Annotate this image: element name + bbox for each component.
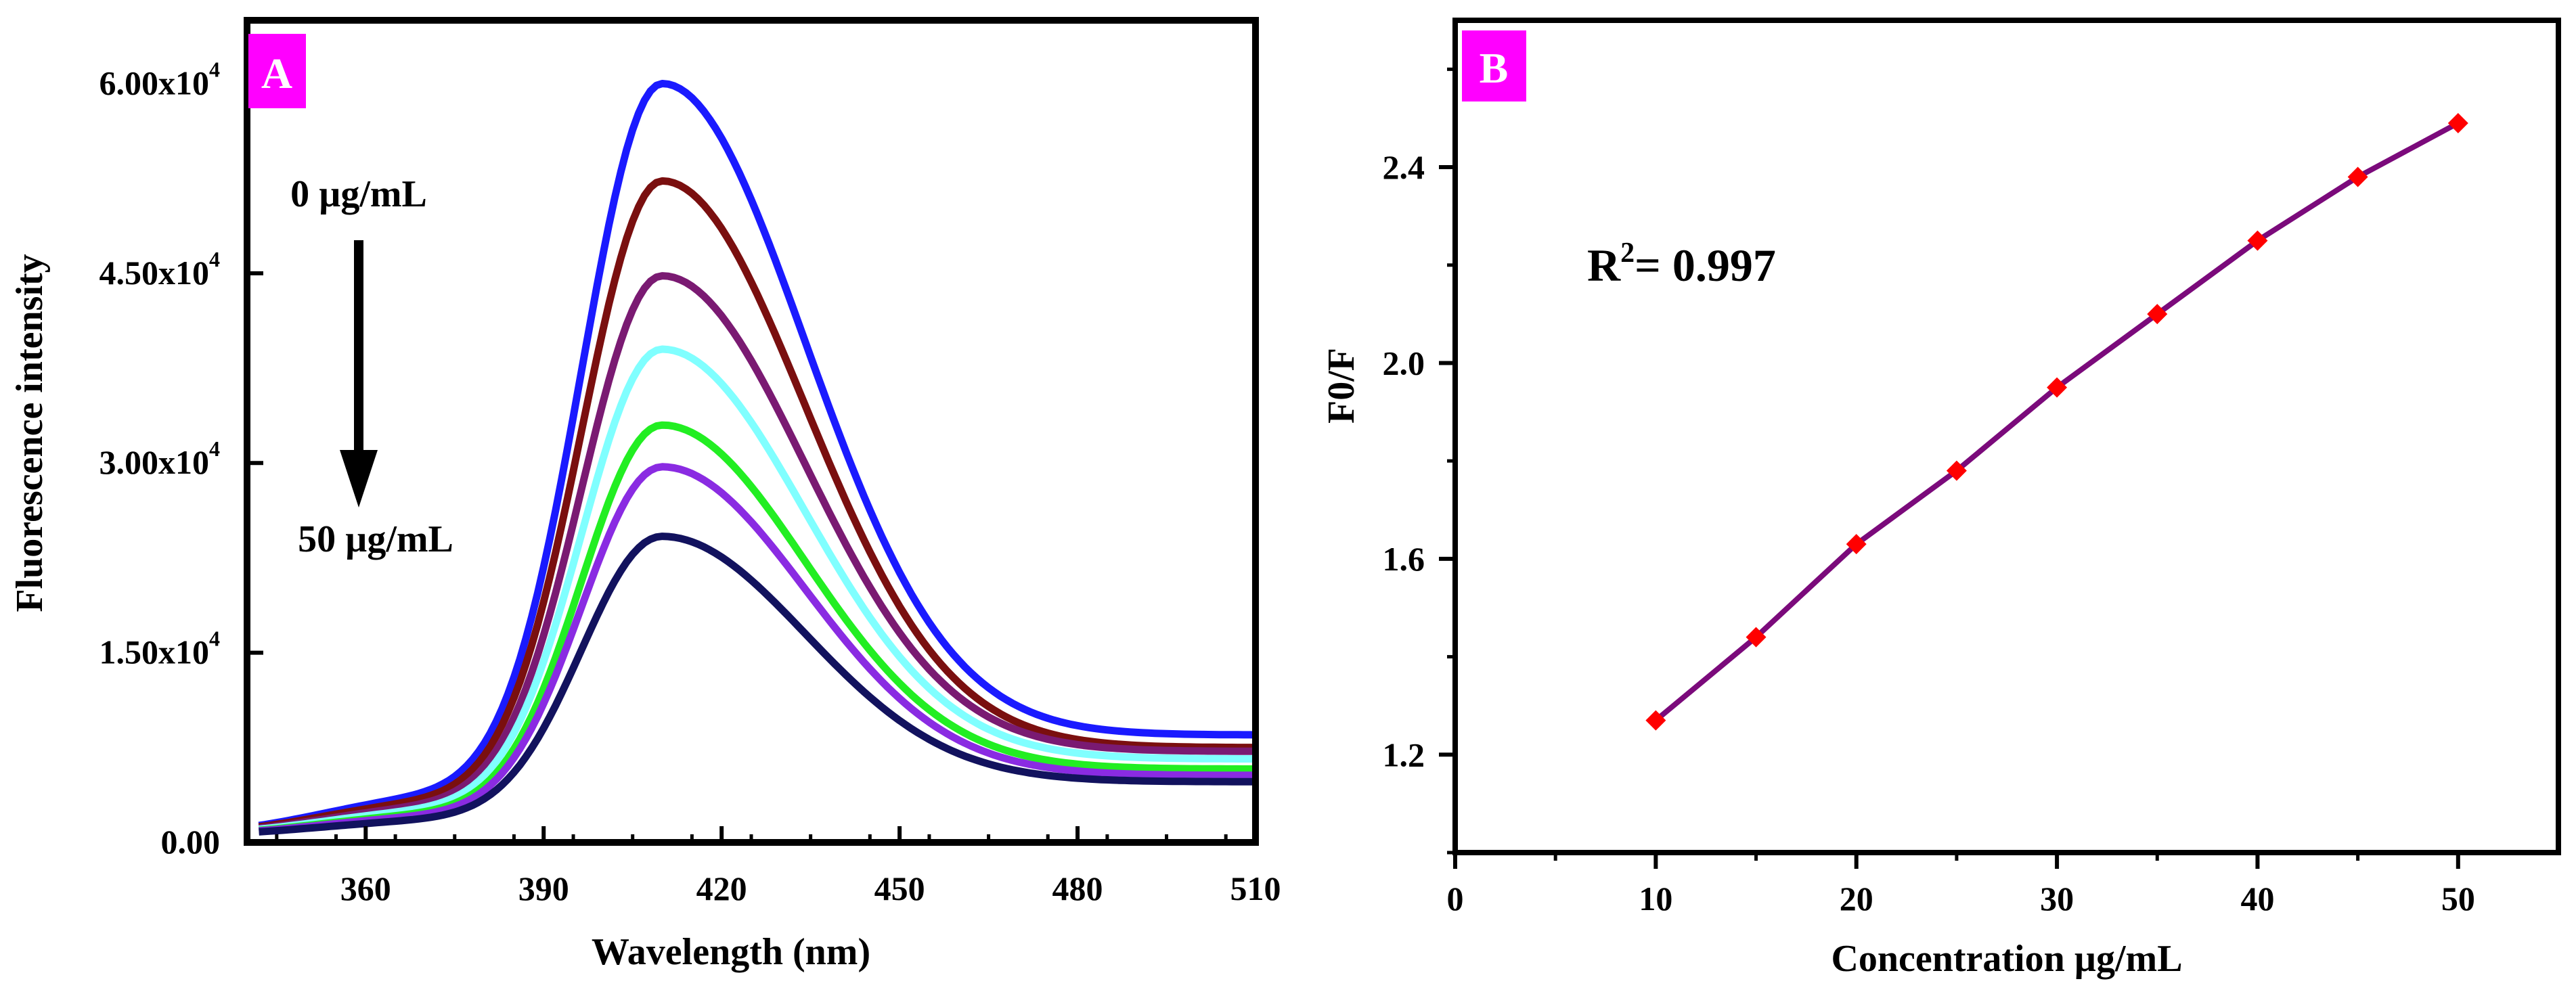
panel-a-ticks: 360 390 420 450 480 510 0.00 1.50x104 3.00x104 4.… (99, 57, 1281, 907)
spectrum-line-30-g-ml (258, 345, 1256, 833)
panel-a-frame (244, 17, 1259, 846)
annotation-bottom-concentration: 50 µg/mL (298, 518, 453, 560)
spectrum-line-50-g-ml (259, 533, 1256, 836)
panel-b-x-tick-label: 0 (1447, 880, 1464, 918)
panel-b-label-badge: B (1462, 30, 1526, 101)
panel-b-y-tick-label: 1.6 (1383, 540, 1425, 578)
calibration-line (1653, 120, 2460, 723)
panel-a-x-tick-label: 450 (874, 869, 925, 907)
panel-b-y-tick-label: 2.0 (1383, 344, 1425, 382)
calibration-data-point (2247, 230, 2268, 251)
panel-a-y-tick-label: 1.50x104 (99, 627, 221, 671)
panel-b-x-tick-label: 10 (1639, 880, 1672, 918)
panel-a-fluorescence-spectra: 360 390 420 450 480 510 0.00 1.50x104 3.00x104 4.… (9, 17, 1281, 973)
concentration-arrow (340, 240, 378, 507)
panel-a-y-tick-label: 6.00x104 (99, 57, 221, 101)
annotation-top-concentration: 0 µg/mL (290, 173, 427, 215)
panel-b-x-tick-label: 40 (2240, 880, 2274, 918)
calibration-data-point (1846, 534, 1867, 555)
spectrum-line-20-g-ml (258, 272, 1256, 832)
calibration-data-point (2147, 304, 2168, 325)
panel-b-label: B (1480, 44, 1509, 92)
panel-b-y-tick-label: 2.4 (1383, 148, 1425, 186)
calibration-data-point (2047, 377, 2068, 398)
calibration-data-point (2347, 166, 2368, 187)
panel-a-x-tick-label: 480 (1052, 869, 1103, 907)
panel-a-label: A (261, 49, 292, 97)
calibration-data-point (1946, 460, 1967, 481)
panel-a-x-tick-label: 420 (696, 869, 747, 907)
panel-a-x-tick-label: 390 (518, 869, 569, 907)
panel-a-y-axis-title: Fluorescence intensity (9, 254, 51, 612)
panel-a-label-badge: A (248, 34, 306, 108)
panel-a-y-tick-label: 4.50x104 (99, 247, 221, 292)
r-squared-value: = 0.997 (1635, 240, 1776, 291)
panel-b-x-tick-label: 50 (2441, 880, 2475, 918)
panel-b-x-axis-title: Concentration µg/mL (1831, 938, 2182, 980)
panel-a-x-tick-label: 360 (340, 869, 391, 907)
panel-b-calibration-plot: 0 10 20 30 40 50 1.2 1.6 2.0 2.4 B R2= 0.997 Conc… (1320, 18, 2561, 980)
panel-b-y-axis-title: F0/F (1320, 348, 1362, 424)
r-squared-annotation: R2= 0.997 (1587, 238, 1776, 291)
spectrum-line-45-g-ml (259, 463, 1256, 835)
r-squared-symbol: R (1587, 240, 1621, 291)
calibration-data-point (2447, 112, 2468, 133)
panel-b-series-group (1645, 112, 2468, 731)
panel-a-x-axis-title: Wavelength (nm) (592, 931, 870, 973)
panel-b-x-tick-label: 20 (1840, 880, 1873, 918)
spectrum-line-0-g-ml (258, 80, 1256, 830)
panel-b-ticks: 0 10 20 30 40 50 1.2 1.6 2.0 2.4 (1383, 67, 2475, 918)
panel-b-y-tick-label: 1.2 (1383, 736, 1425, 773)
panel-a-y-tick-label: 0.00 (161, 823, 221, 861)
panel-a-series-group (258, 80, 1256, 836)
panel-b-x-tick-label: 30 (2040, 880, 2074, 918)
calibration-data-point (1746, 627, 1767, 648)
panel-a-x-tick-label: 510 (1230, 869, 1281, 907)
r-squared-exponent: 2 (1620, 238, 1635, 269)
calibration-data-point (1645, 710, 1666, 731)
panel-a-label-background (248, 34, 306, 108)
spectrum-line-10-g-ml (258, 177, 1256, 831)
panel-b-label-background (1462, 30, 1526, 101)
panel-b-frame (1452, 18, 2561, 855)
panel-a-y-tick-label: 3.00x104 (99, 436, 221, 481)
